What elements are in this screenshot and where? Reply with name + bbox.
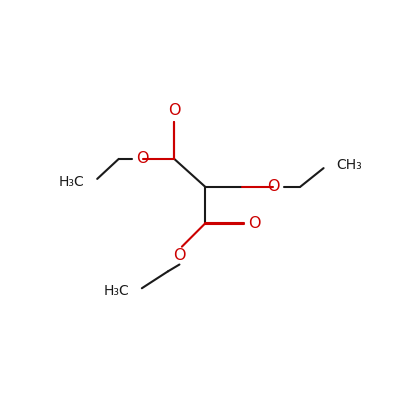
Text: O: O bbox=[173, 248, 186, 264]
Text: O: O bbox=[248, 216, 260, 231]
Text: O: O bbox=[267, 179, 280, 194]
Text: O: O bbox=[136, 151, 149, 166]
Text: H₃C: H₃C bbox=[103, 284, 129, 298]
Text: O: O bbox=[168, 103, 180, 118]
Text: CH₃: CH₃ bbox=[336, 158, 362, 172]
Text: H₃C: H₃C bbox=[58, 175, 84, 189]
